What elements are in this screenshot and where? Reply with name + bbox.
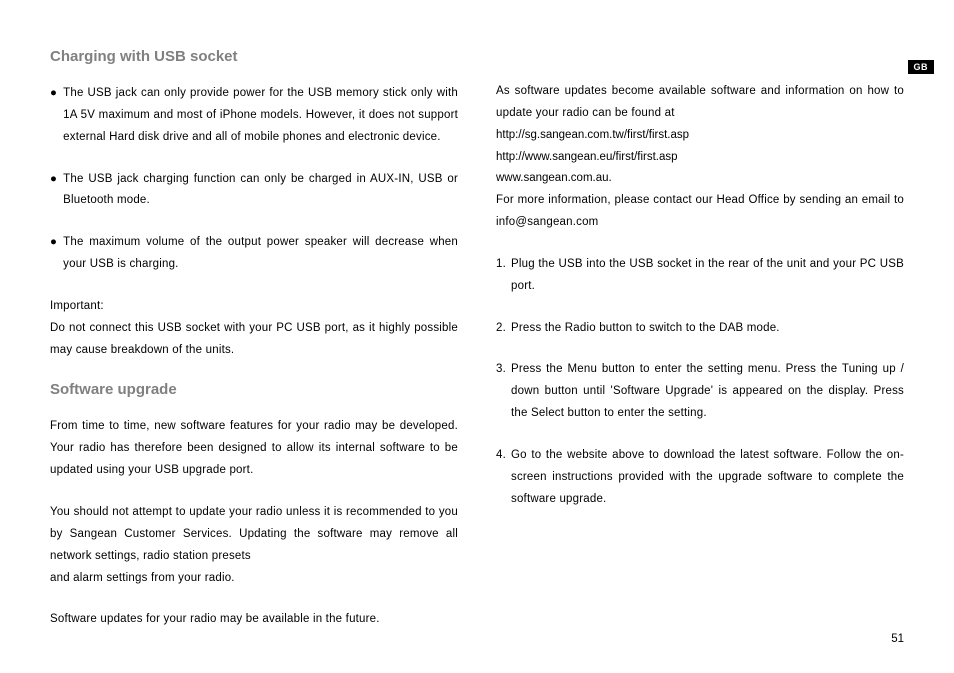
update-intro: As software updates become available sof…	[496, 81, 904, 125]
url-3: www.sangean.com.au.	[496, 168, 904, 190]
bullet-text: The maximum volume of the output power s…	[63, 232, 458, 276]
language-tab: GB	[908, 60, 935, 74]
important-label: Important:	[50, 296, 458, 318]
left-column: Charging with USB socket ● The USB jack …	[50, 48, 458, 631]
bullet-item: ● The USB jack can only provide power fo…	[50, 83, 458, 149]
bullet-text: The USB jack can only provide power for …	[63, 83, 458, 149]
url-2: http://www.sangean.eu/first/first.asp	[496, 147, 904, 169]
software-para-1: From time to time, new software features…	[50, 416, 458, 482]
step-number: 4.	[496, 445, 511, 511]
step-text: Plug the USB into the USB socket in the …	[511, 254, 904, 298]
heading-software: Software upgrade	[50, 381, 458, 398]
important-text: Do not connect this USB socket with your…	[50, 318, 458, 362]
contact-info: For more information, please contact our…	[496, 190, 904, 234]
step-text: Press the Menu button to enter the setti…	[511, 359, 904, 425]
step-text: Press the Radio button to switch to the …	[511, 318, 904, 340]
step-item: 2. Press the Radio button to switch to t…	[496, 318, 904, 340]
step-item: 4. Go to the website above to download t…	[496, 445, 904, 511]
software-para-2b: and alarm settings from your radio.	[50, 568, 458, 590]
software-para-2a: You should not attempt to update your ra…	[50, 502, 458, 568]
bullet-mark: ●	[50, 83, 63, 149]
bullet-mark: ●	[50, 169, 63, 213]
software-para-3: Software updates for your radio may be a…	[50, 609, 458, 631]
manual-page: GB Charging with USB socket ● The USB ja…	[0, 0, 954, 673]
url-1: http://sg.sangean.com.tw/first/first.asp	[496, 125, 904, 147]
step-item: 3. Press the Menu button to enter the se…	[496, 359, 904, 425]
two-column-layout: Charging with USB socket ● The USB jack …	[50, 48, 904, 631]
right-column: As software updates become available sof…	[496, 48, 904, 631]
step-text: Go to the website above to download the …	[511, 445, 904, 511]
bullet-item: ● The maximum volume of the output power…	[50, 232, 458, 276]
bullet-text: The USB jack charging function can only …	[63, 169, 458, 213]
bullet-mark: ●	[50, 232, 63, 276]
step-number: 1.	[496, 254, 511, 298]
bullet-item: ● The USB jack charging function can onl…	[50, 169, 458, 213]
step-number: 3.	[496, 359, 511, 425]
heading-charging: Charging with USB socket	[50, 48, 458, 65]
step-item: 1. Plug the USB into the USB socket in t…	[496, 254, 904, 298]
step-number: 2.	[496, 318, 511, 340]
page-number: 51	[891, 633, 904, 645]
